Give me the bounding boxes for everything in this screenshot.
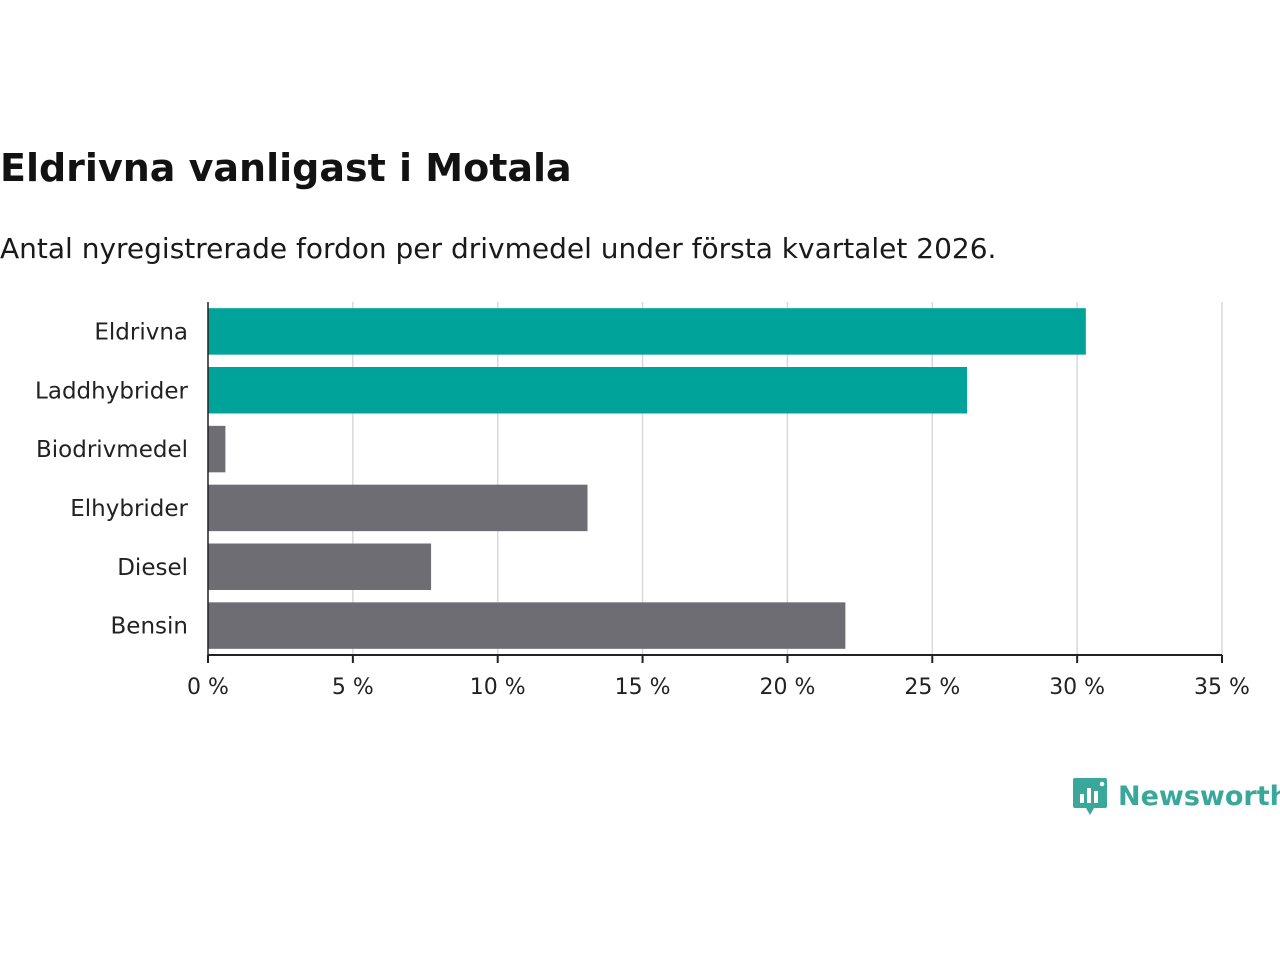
x-tick-label: 5 % — [332, 675, 374, 700]
x-tick-label: 20 % — [759, 675, 815, 700]
bar-biodrivmedel — [208, 425, 226, 473]
category-label: Elhybrider — [70, 496, 188, 522]
category-labels: Eldrivna Laddhybrider Biodrivmedel Elhybrid… — [35, 319, 188, 639]
grid-lines — [352, 302, 1223, 655]
chart-title: Eldrivna vanligast i Motala — [0, 146, 572, 190]
category-label: Bensin — [111, 614, 188, 640]
bars — [208, 308, 1086, 649]
x-tick-label: 35 % — [1194, 675, 1250, 700]
bar-diesel — [208, 543, 432, 590]
x-tick-label: 0 % — [187, 675, 229, 700]
x-tick-label: 30 % — [1049, 675, 1105, 700]
brand-name: Newsworthy — [1118, 780, 1280, 812]
category-label: Laddhybrider — [35, 378, 188, 404]
newsworthy-chart-icon — [1073, 778, 1107, 815]
category-label: Eldrivna — [94, 319, 188, 345]
brand-logo: Newsworthy — [1072, 776, 1280, 816]
x-tick-label: 10 % — [470, 675, 526, 700]
bar-bensin — [208, 602, 846, 649]
x-tick-label: 25 % — [904, 675, 960, 700]
bar-laddhybrider — [208, 367, 968, 414]
category-label: Biodrivmedel — [36, 437, 188, 463]
chart-subtitle: Antal nyregistrerade fordon per drivmede… — [0, 232, 997, 265]
x-tick-label: 15 % — [615, 675, 671, 700]
x-axis: 0 % 5 % 10 % 15 % 20 % 25 % 30 % 35 % — [187, 302, 1250, 700]
bar-eldrivna — [208, 308, 1086, 355]
bar-elhybrider — [208, 484, 588, 532]
category-label: Diesel — [117, 555, 188, 581]
